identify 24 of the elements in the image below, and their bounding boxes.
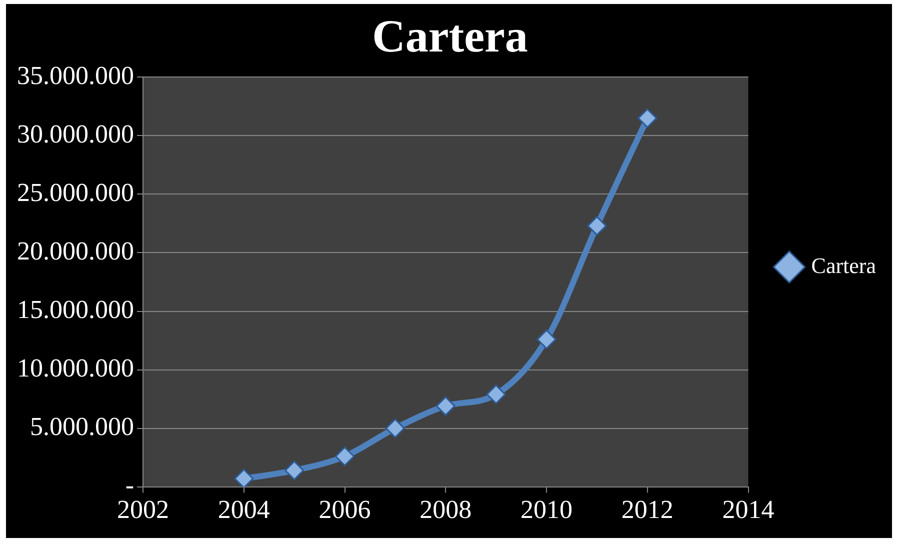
x-tick-label: 2014: [722, 495, 774, 524]
x-tick-label: 2010: [520, 495, 573, 524]
y-tick-label: 10.000.000: [17, 354, 134, 383]
point: [436, 396, 456, 416]
y-tick-label: 35.000.000: [17, 61, 134, 90]
x-tick-label: 2006: [318, 495, 371, 524]
x-tick-label: 2008: [420, 495, 472, 524]
x-tick-label: 2012: [621, 495, 674, 524]
point: [536, 330, 556, 350]
legend-label: Cartera: [811, 252, 876, 278]
point: [385, 418, 405, 438]
x-tick-label: 2004: [218, 495, 270, 524]
point: [234, 468, 254, 487]
point: [335, 446, 355, 466]
point: [638, 108, 658, 128]
y-tick-label: 5.000.000: [30, 412, 134, 442]
y-tick-label: 25.000.000: [17, 178, 134, 208]
point: [587, 216, 607, 236]
y-tick-label: 30.000.000: [17, 120, 134, 149]
point: [486, 384, 506, 404]
chart-title: Cartera: [372, 10, 528, 62]
y-tick-label: 20.000.000: [17, 236, 134, 266]
y-tick-label: 15.000.000: [17, 295, 134, 324]
point: [284, 460, 304, 480]
